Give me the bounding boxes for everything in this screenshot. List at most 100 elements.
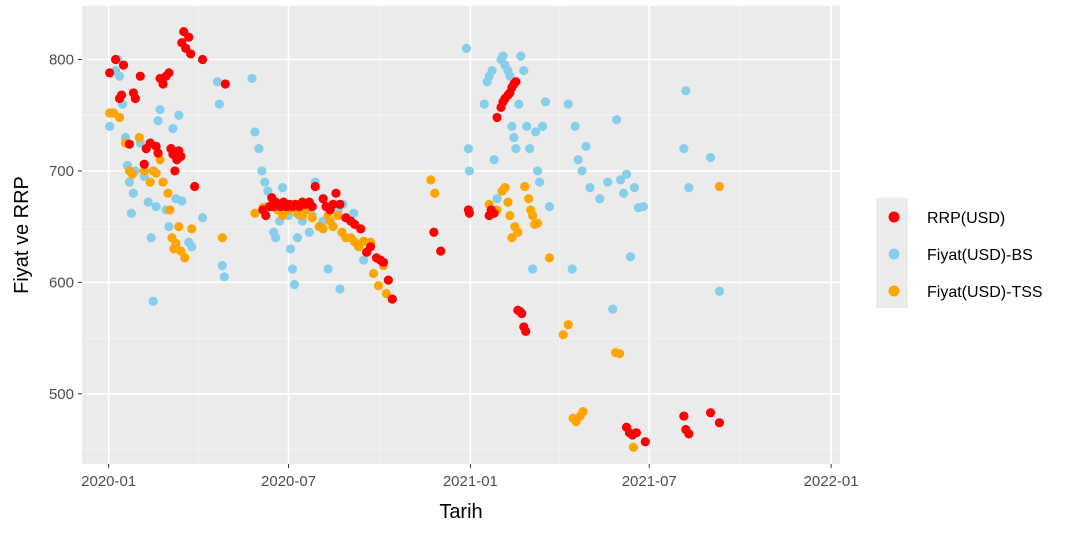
legend-label-tss: Fiyat(USD)-TSS: [927, 284, 1043, 301]
legend-key-tss: [888, 285, 900, 297]
point-fiyat-usd-bs: [292, 233, 303, 243]
point-rrp-usd: [153, 148, 163, 158]
data-points: [105, 27, 725, 452]
point-fiyat-usd-bs: [263, 186, 273, 196]
point-fiyat-usd-bs: [577, 166, 587, 176]
point-fiyat-usd-bs: [528, 264, 538, 274]
point-fiyat-usd-tss: [250, 208, 260, 218]
point-fiyat-usd-bs: [492, 194, 502, 204]
point-fiyat-usd-tss: [503, 197, 513, 207]
point-fiyat-usd-bs: [519, 66, 529, 76]
point-fiyat-usd-tss: [381, 288, 391, 299]
point-fiyat-usd-bs: [522, 121, 532, 131]
point-fiyat-usd-bs: [464, 166, 475, 176]
point-fiyat-usd-bs: [537, 121, 548, 131]
point-fiyat-usd-bs: [679, 144, 689, 154]
point-fiyat-usd-bs: [498, 51, 508, 61]
point-fiyat-usd-tss: [359, 236, 369, 246]
point-fiyat-usd-bs: [563, 99, 573, 109]
legend: RRP(USD) Fiyat(USD)-BS Fiyat(USD)-TSS: [876, 198, 1043, 308]
point-rrp-usd: [111, 54, 121, 65]
point-fiyat-usd-bs: [714, 286, 725, 296]
point-rrp-usd: [184, 32, 194, 42]
point-fiyat-usd-tss: [430, 188, 440, 198]
point-fiyat-usd-tss: [544, 253, 555, 263]
point-fiyat-usd-tss: [174, 222, 184, 232]
point-fiyat-usd-bs: [168, 123, 178, 134]
point-rrp-usd: [130, 93, 140, 104]
point-fiyat-usd-tss: [176, 246, 186, 256]
point-fiyat-usd-bs: [638, 201, 648, 212]
point-rrp-usd: [640, 437, 650, 447]
point-fiyat-usd-bs: [585, 183, 595, 193]
point-rrp-usd: [365, 242, 376, 252]
point-fiyat-usd-tss: [500, 183, 510, 193]
point-fiyat-usd-bs: [304, 227, 314, 237]
point-fiyat-usd-tss: [628, 442, 639, 452]
point-fiyat-usd-bs: [489, 155, 499, 165]
point-fiyat-usd-bs: [505, 71, 515, 81]
point-fiyat-usd-bs: [146, 233, 156, 243]
point-fiyat-usd-bs: [540, 97, 551, 107]
point-fiyat-usd-bs: [511, 144, 521, 154]
point-fiyat-usd-bs: [573, 155, 583, 165]
point-rrp-usd: [383, 275, 393, 285]
point-fiyat-usd-bs: [618, 188, 629, 198]
point-rrp-usd: [631, 428, 642, 438]
point-fiyat-usd-tss: [307, 213, 317, 223]
point-fiyat-usd-bs: [174, 110, 184, 120]
point-rrp-usd: [158, 79, 168, 89]
point-fiyat-usd-bs: [621, 169, 632, 179]
point-rrp-usd: [170, 166, 180, 176]
x-tick-label: 2020-01: [81, 473, 136, 490]
point-fiyat-usd-bs: [177, 196, 187, 206]
point-rrp-usd: [356, 224, 366, 234]
point-fiyat-usd-bs: [507, 121, 517, 131]
point-fiyat-usd-tss: [563, 320, 573, 330]
point-rrp-usd: [511, 77, 521, 87]
point-rrp-usd: [705, 408, 716, 418]
point-rrp-usd: [164, 68, 174, 78]
point-fiyat-usd-tss: [151, 168, 161, 178]
point-fiyat-usd-tss: [520, 181, 530, 192]
point-rrp-usd: [464, 208, 475, 218]
point-fiyat-usd-tss: [278, 210, 288, 221]
axes: 2020-01 2020-07 2021-01 2021-07 2022-01 500 60…: [49, 51, 859, 490]
point-rrp-usd: [118, 60, 129, 70]
point-fiyat-usd-bs: [705, 152, 716, 163]
point-fiyat-usd-tss: [615, 349, 625, 359]
point-rrp-usd: [492, 112, 502, 123]
point-fiyat-usd-bs: [567, 264, 577, 274]
point-fiyat-usd-bs: [128, 188, 138, 198]
point-rrp-usd: [139, 159, 149, 169]
point-fiyat-usd-bs: [532, 166, 543, 176]
point-fiyat-usd-tss: [426, 175, 436, 185]
point-rrp-usd: [116, 90, 127, 100]
point-fiyat-usd-tss: [165, 205, 175, 215]
point-fiyat-usd-bs: [514, 99, 524, 109]
point-rrp-usd: [378, 257, 389, 267]
point-rrp-usd: [220, 79, 230, 89]
y-axis-title: Fiyat ve RRP: [11, 176, 33, 294]
point-fiyat-usd-bs: [254, 144, 264, 154]
point-fiyat-usd-tss: [373, 281, 384, 291]
legend-label-bs: Fiyat(USD)-BS: [927, 247, 1033, 264]
point-fiyat-usd-bs: [463, 144, 474, 154]
x-tick-label: 2020-07: [261, 473, 316, 490]
point-fiyat-usd-tss: [333, 210, 343, 221]
point-rrp-usd: [331, 188, 341, 198]
point-fiyat-usd-tss: [127, 169, 138, 179]
point-rrp-usd: [679, 411, 689, 421]
point-fiyat-usd-bs: [219, 272, 229, 282]
gridlines: [82, 6, 840, 464]
point-rrp-usd: [684, 429, 694, 439]
x-tick-label: 2022-01: [804, 473, 859, 490]
point-fiyat-usd-bs: [616, 175, 626, 185]
point-fiyat-usd-tss: [217, 233, 227, 243]
point-fiyat-usd-bs: [608, 304, 618, 314]
point-rrp-usd: [310, 181, 320, 192]
point-fiyat-usd-bs: [625, 252, 636, 262]
point-fiyat-usd-bs: [148, 296, 158, 306]
